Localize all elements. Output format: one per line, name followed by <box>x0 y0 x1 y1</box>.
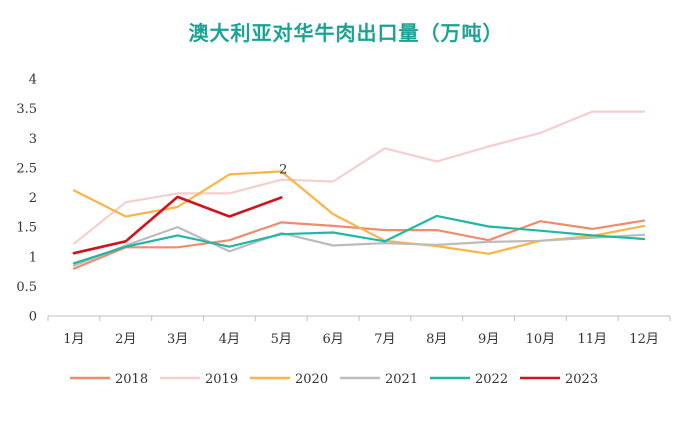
x-tick-label: 10月 <box>526 332 556 347</box>
y-tick-label: 3.5 <box>16 102 37 117</box>
x-tick-label: 7月 <box>374 332 395 347</box>
series-lines <box>72 110 646 270</box>
y-tick-label: 4 <box>29 73 37 88</box>
legend-label-2023: 2023 <box>565 372 598 387</box>
y-tick-label: 3 <box>29 132 37 147</box>
x-tick-label: 3月 <box>167 332 188 347</box>
legend-label-2021: 2021 <box>385 372 418 387</box>
legend-label-2020: 2020 <box>295 372 328 387</box>
x-tick-label: 11月 <box>577 332 607 347</box>
x-tick-label: 12月 <box>629 332 659 347</box>
x-tick-label: 1月 <box>63 332 84 347</box>
series-line-2023 <box>72 195 283 255</box>
legend-label-2018: 2018 <box>115 372 148 387</box>
x-tick-label: 4月 <box>219 332 240 347</box>
chart-title: 澳大利亚对华牛肉出口量（万吨） <box>189 21 504 45</box>
y-tick-label: 1 <box>29 250 37 265</box>
legend-label-2022: 2022 <box>475 372 508 387</box>
series-line-2019 <box>72 110 646 245</box>
y-tick-label: 0 <box>29 310 37 325</box>
y-tick-label: 2.5 <box>16 161 37 176</box>
x-tick-label: 2月 <box>115 332 136 347</box>
x-tick-label: 6月 <box>322 332 343 347</box>
y-axis-ticks: 0 0.5 1 1.5 2 2.5 3 3.5 4 <box>16 73 37 325</box>
x-axis-ticks: 1月 2月 3月 4月 5月 6月 7月 8月 9月 10月 11月 12月 <box>47 316 671 347</box>
y-tick-label: 1.5 <box>16 221 37 236</box>
x-tick-label: 5月 <box>271 332 292 347</box>
legend: 2018 2019 2020 2021 2022 2023 <box>70 372 598 387</box>
x-tick-label: 8月 <box>426 332 447 347</box>
series-line-2022 <box>72 214 646 265</box>
series-line-2021 <box>72 226 646 267</box>
y-tick-label: 0.5 <box>16 280 37 295</box>
annotations: 2 <box>279 162 287 177</box>
y-tick-label: 2 <box>29 191 37 206</box>
x-tick-label: 9月 <box>478 332 499 347</box>
data-label: 2 <box>279 162 287 177</box>
legend-label-2019: 2019 <box>205 372 238 387</box>
